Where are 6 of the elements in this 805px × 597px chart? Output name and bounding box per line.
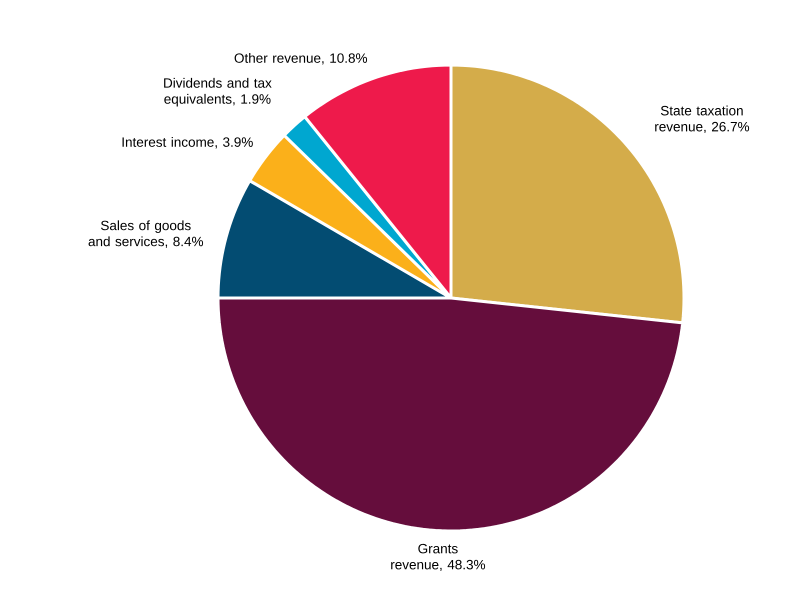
slice-label: Interest income, 3.9% xyxy=(122,136,253,148)
slice-label: State taxation revenue, 26.7% xyxy=(655,106,750,134)
slice-label: Sales of goods and services, 8.4% xyxy=(88,220,204,248)
slice-label: Dividends and tax equivalents, 1.9% xyxy=(164,78,272,106)
slice-label: Other revenue, 10.8% xyxy=(234,52,368,64)
slice-label: Grants revenue, 48.3% xyxy=(391,544,486,572)
